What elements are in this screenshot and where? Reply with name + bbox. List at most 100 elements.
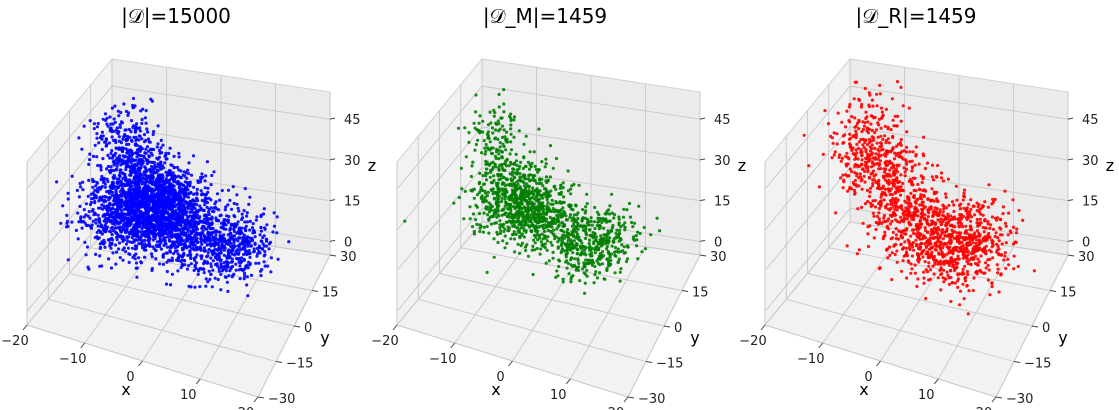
scatter-point <box>537 127 541 131</box>
scatter-point <box>140 182 144 186</box>
scatter-point <box>222 253 226 257</box>
scatter-point <box>175 165 179 169</box>
scatter-point <box>232 241 236 245</box>
scatter-point <box>114 226 118 230</box>
scatter-point <box>175 227 179 231</box>
scatter-point <box>234 262 238 266</box>
scatter-point <box>605 247 609 251</box>
scatter-point <box>196 221 201 226</box>
scatter-point <box>595 244 599 248</box>
scatter-point <box>557 259 562 263</box>
scatter-point <box>214 207 219 211</box>
scatter-point <box>530 196 534 200</box>
scatter-point <box>539 181 543 185</box>
scatter-point <box>574 226 579 230</box>
scatter-point <box>95 125 99 129</box>
scatter-point <box>862 174 866 178</box>
scatter-point <box>502 110 506 114</box>
scatter-point <box>130 169 134 173</box>
scatter-point <box>261 235 265 240</box>
scatter-point <box>191 220 195 224</box>
scatter-point <box>248 195 252 199</box>
scatter-point <box>603 217 607 221</box>
scatter-point <box>210 173 214 178</box>
subplot-title: |𝒟_M|=1459 <box>483 4 607 28</box>
scatter-point <box>119 194 124 198</box>
scatter-point <box>848 102 852 107</box>
scatter-point <box>188 214 192 218</box>
scatter-point <box>106 153 110 157</box>
scatter-point <box>200 172 204 176</box>
scatter-point <box>275 215 279 219</box>
scatter-point <box>205 260 209 264</box>
scatter-point <box>196 272 200 276</box>
scatter-point <box>106 179 110 184</box>
scatter-point <box>209 244 213 248</box>
scatter-point <box>133 247 138 251</box>
scatter-point <box>81 219 85 224</box>
scatter-point <box>88 152 92 156</box>
scatter-point <box>224 205 228 209</box>
scatter-point <box>540 205 544 209</box>
scatter-point <box>193 211 197 215</box>
scatter-point <box>1032 269 1036 273</box>
scatter-point <box>485 167 489 171</box>
scatter-point <box>556 245 561 249</box>
scatter-point <box>187 204 192 208</box>
scatter-point <box>540 160 544 164</box>
scatter-point <box>206 280 210 284</box>
scatter-point <box>170 228 174 232</box>
scatter-point <box>518 175 522 179</box>
scatter-point <box>182 259 187 263</box>
scatter-point <box>89 192 93 196</box>
scatter-point <box>481 119 485 123</box>
scatter-point <box>555 269 559 273</box>
scatter-point <box>115 147 119 151</box>
scatter-point <box>65 219 70 223</box>
scatter-point <box>164 282 169 286</box>
scatter-point <box>144 235 148 239</box>
scatter-point <box>617 215 621 219</box>
scatter-point <box>618 279 622 283</box>
scatter-point <box>224 242 228 246</box>
scatter-point <box>265 239 269 243</box>
scatter-point <box>548 144 553 148</box>
scatter-point <box>593 226 597 231</box>
scatter-point <box>560 235 564 240</box>
scatter-point <box>165 269 169 274</box>
scatter-point <box>97 206 101 210</box>
scatter-point <box>123 176 127 180</box>
scatter-point <box>205 227 209 231</box>
scatter-point <box>211 259 215 263</box>
grid-line-y <box>460 84 683 291</box>
scatter-point <box>622 245 626 249</box>
scatter-point <box>261 212 266 216</box>
scatter-point <box>486 190 490 194</box>
scatter-point <box>551 166 555 170</box>
scatter-point <box>231 273 235 277</box>
scatter-point <box>532 193 536 197</box>
y-tick-mark <box>257 396 265 399</box>
scatter-point <box>499 149 503 153</box>
scatter-point <box>228 198 232 202</box>
scatter-point <box>140 147 144 151</box>
scatter-point <box>478 114 482 118</box>
scatter-point <box>245 211 249 215</box>
scatter-point <box>186 207 190 211</box>
scatter-point <box>517 179 521 183</box>
scatter-point <box>612 213 617 217</box>
scatter-point <box>590 263 595 267</box>
scatter-point <box>586 217 590 222</box>
scatter-point <box>575 247 580 251</box>
scatter-point <box>860 187 864 191</box>
scatter-point <box>165 173 169 178</box>
scatter-point <box>509 127 513 131</box>
x-tick-mark <box>392 324 398 331</box>
scatter-point <box>512 237 517 241</box>
scatter-point <box>105 213 109 217</box>
scatter-point <box>248 219 252 223</box>
scatter-point <box>147 219 151 223</box>
scatter-point <box>139 241 143 245</box>
scatter-point <box>569 263 573 267</box>
scatter-point <box>167 222 171 226</box>
